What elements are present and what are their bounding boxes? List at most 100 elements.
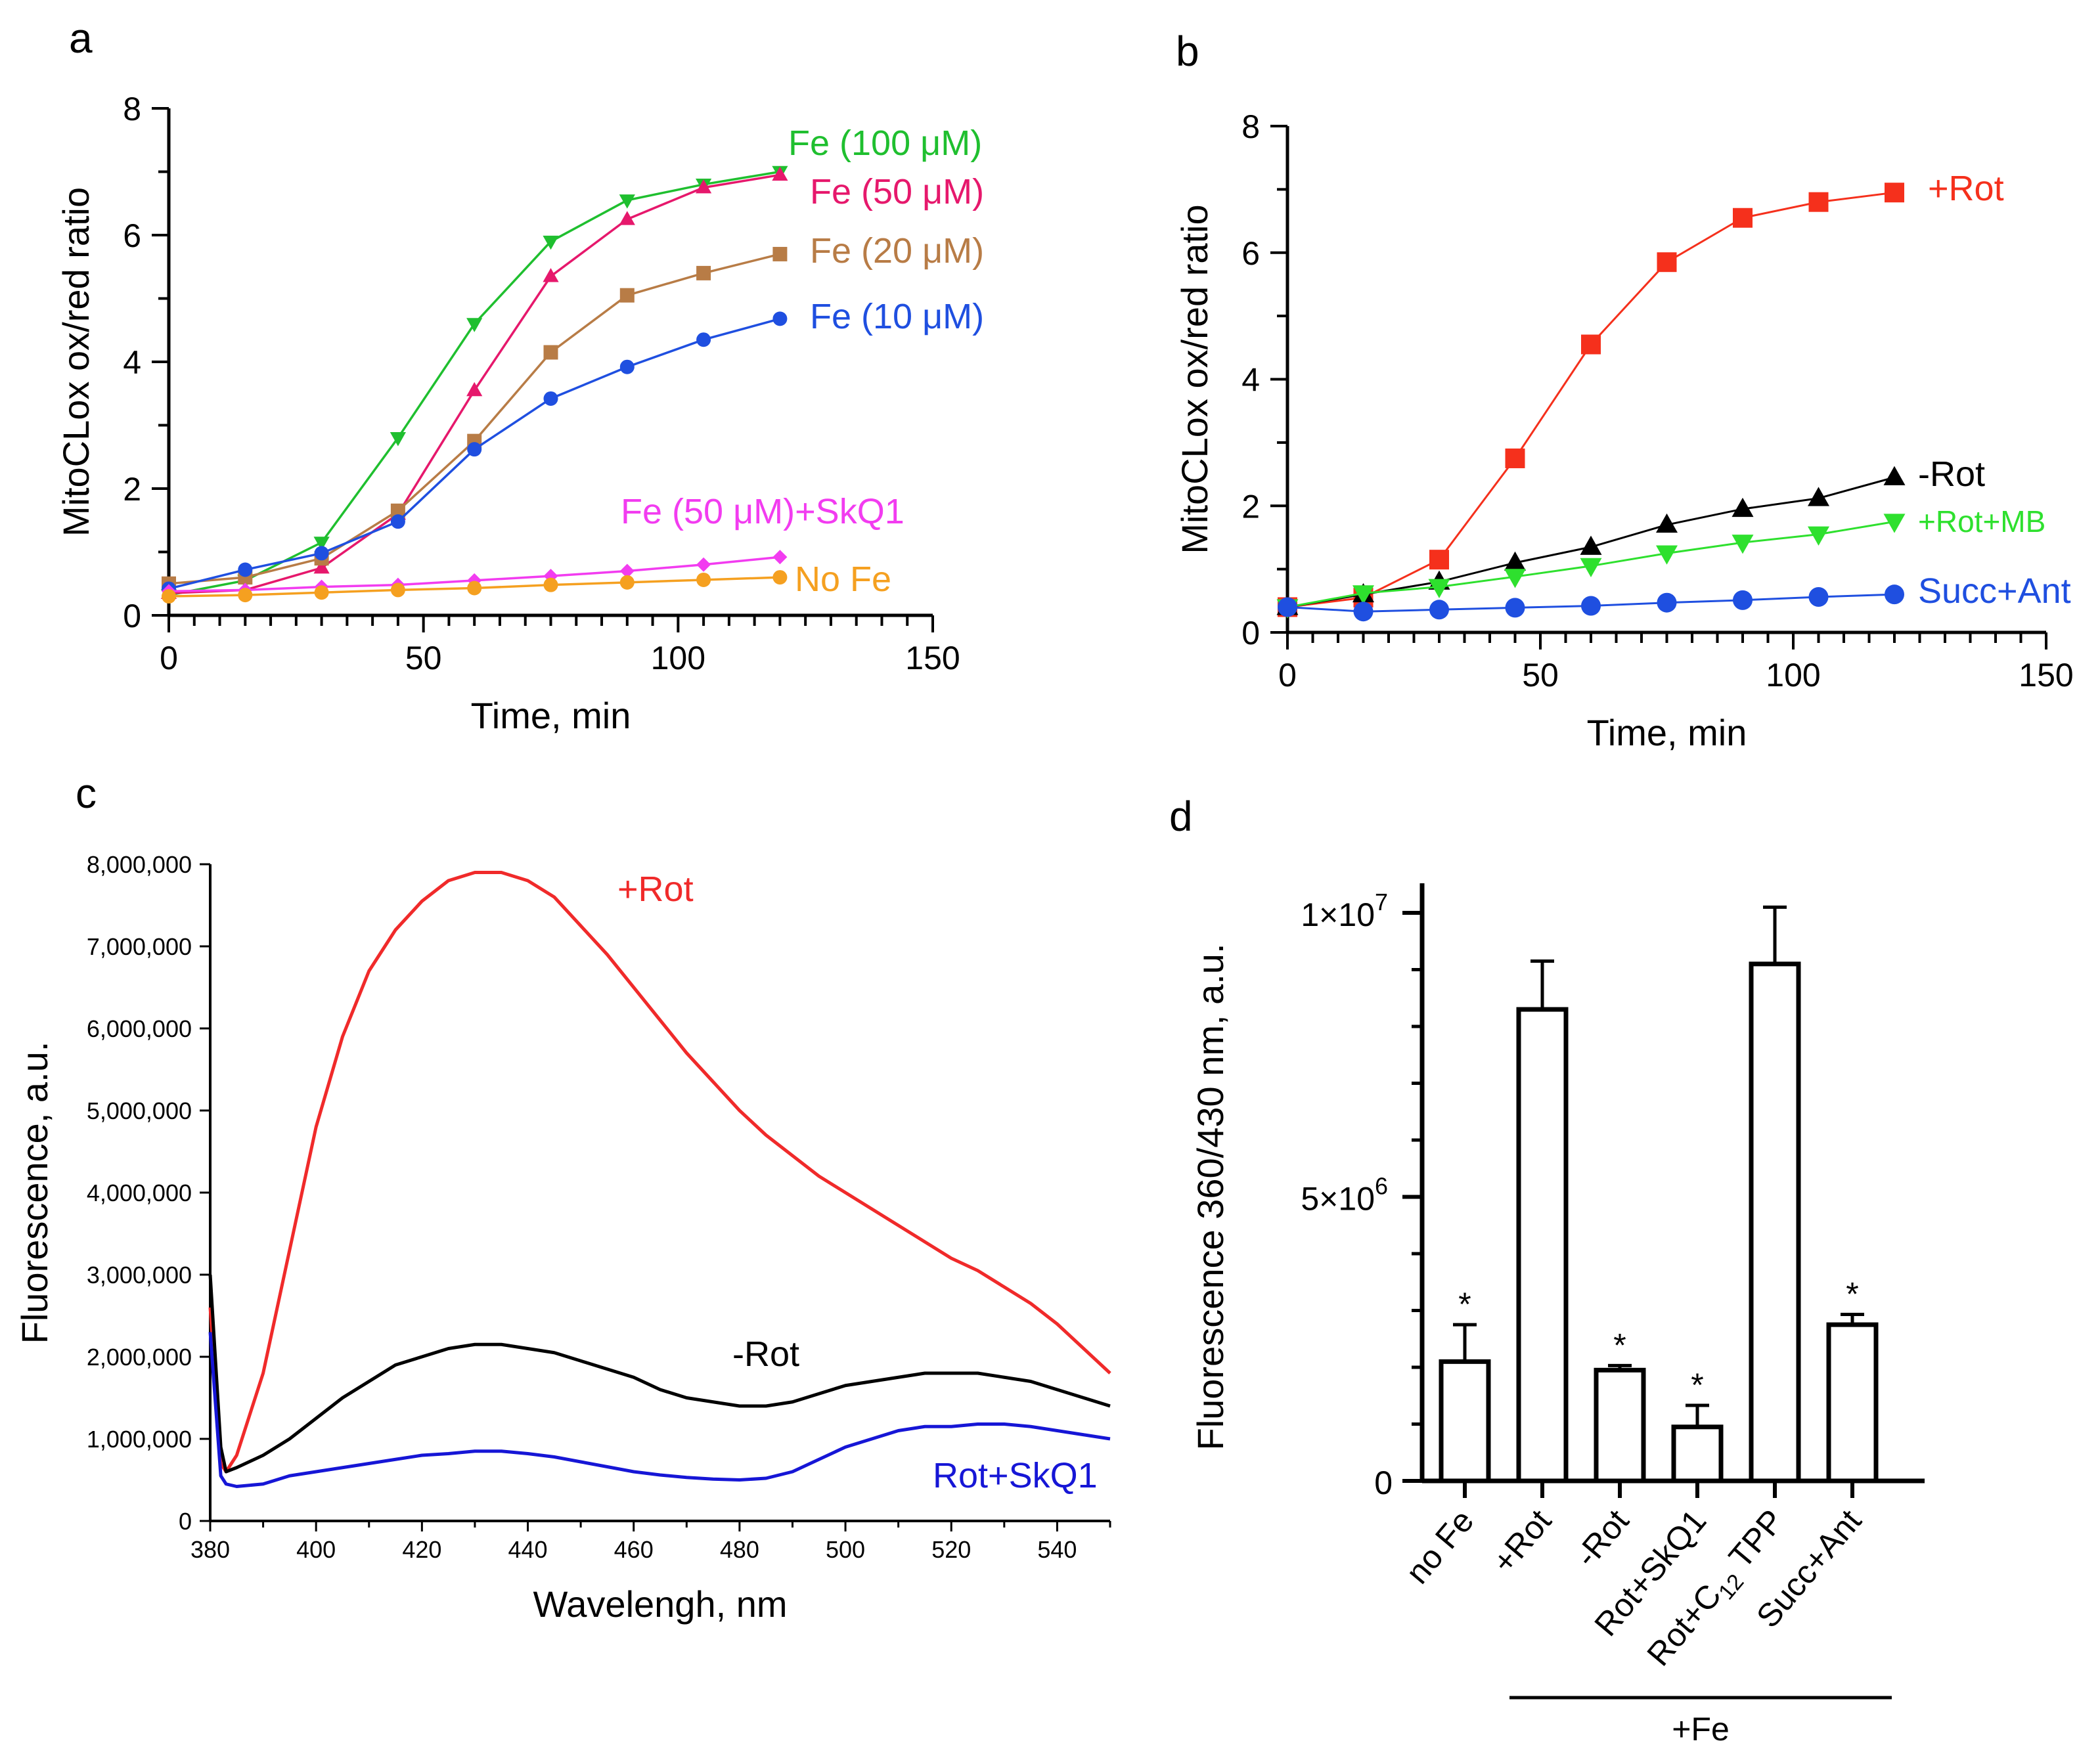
- data-point: [696, 557, 711, 572]
- data-point: [696, 265, 711, 280]
- series-label: +Rot+MB: [1918, 504, 2045, 539]
- data-point: [772, 246, 788, 261]
- y-tick-label: 4: [1241, 362, 1260, 399]
- data-point: [1808, 487, 1829, 506]
- data-point: [1429, 550, 1449, 570]
- data-point: [619, 211, 635, 225]
- data-point: [619, 359, 635, 374]
- y-tick-label: 6,000,000: [87, 1015, 192, 1042]
- series-label: -Rot: [732, 1334, 799, 1374]
- significance-star: *: [1846, 1276, 1858, 1313]
- x-tick-label: 50: [1522, 657, 1559, 693]
- group-label: +Fe: [1672, 1711, 1730, 1748]
- data-point: [619, 288, 635, 303]
- bar: [1671, 1424, 1724, 1484]
- data-point: [466, 382, 483, 397]
- y-axis-title: MitoCLox ox/red ratio: [55, 187, 97, 537]
- y-tick-label: 1×10: [1301, 896, 1375, 933]
- x-tick-label: 520: [931, 1536, 971, 1563]
- y-axis-title: Fluorescence 360/430 nm, a.u.: [1190, 943, 1231, 1450]
- series-label: No Fe: [795, 560, 891, 599]
- data-point: [1885, 183, 1904, 203]
- chart-a: 0 50 100 150 0 2 4 6 8 Time, min MitoCLox ox/red r…: [55, 91, 984, 736]
- data-point: [238, 562, 253, 577]
- chart-d: 0 5×10 6 1×10 7 Fluorescence 360/430 nm, a.u.…: [1190, 883, 1925, 1748]
- data-point: [543, 268, 559, 282]
- panel-letter-d: d: [1169, 793, 1193, 840]
- data-point: [772, 550, 788, 565]
- series-label: Rot+SkQ1: [933, 1456, 1098, 1495]
- data-point: [1429, 600, 1449, 620]
- series-line: [168, 253, 780, 585]
- series-label: Fe (50 μM): [810, 172, 984, 211]
- series-label: +Rot: [1928, 169, 2004, 208]
- panel-letter-c: c: [76, 770, 97, 817]
- y-axis-title: Fluorescence, a.u.: [14, 1042, 55, 1344]
- data-point: [1883, 466, 1906, 485]
- y-tick-label: 2: [1241, 488, 1260, 525]
- x-tick-label: 100: [1766, 657, 1820, 693]
- y-tick-label: 0: [179, 1508, 192, 1535]
- x-axis-title: Time, min: [1587, 712, 1747, 753]
- data-point: [1505, 598, 1525, 618]
- y-tick-label: 4,000,000: [87, 1179, 192, 1206]
- data-point: [772, 570, 788, 585]
- category-label: +Rot: [1485, 1503, 1559, 1580]
- spectrum-line: [208, 1332, 1111, 1488]
- y-tick-label: 0: [1374, 1464, 1393, 1501]
- data-point: [1580, 535, 1602, 555]
- data-point: [467, 442, 482, 457]
- data-point: [390, 514, 405, 529]
- data-point: [619, 563, 635, 579]
- data-point: [1505, 448, 1525, 468]
- spectrum-line: [208, 1274, 1111, 1474]
- x-tick-label: 150: [905, 640, 960, 676]
- x-tick-label: 540: [1037, 1536, 1077, 1563]
- data-point: [772, 166, 788, 181]
- significance-star: *: [1613, 1327, 1626, 1363]
- category-label: no Fe: [1398, 1503, 1481, 1591]
- data-point: [543, 391, 558, 406]
- data-point: [696, 179, 712, 194]
- x-axis-title: Wavelengh, nm: [533, 1583, 788, 1625]
- x-tick-label: 50: [405, 640, 442, 676]
- bar: [1516, 1007, 1569, 1484]
- category-label: -Rot: [1568, 1503, 1636, 1573]
- data-point: [1504, 551, 1526, 571]
- y-tick-exponent: 6: [1375, 1173, 1388, 1200]
- data-point: [543, 235, 559, 250]
- data-point: [543, 577, 558, 592]
- data-point: [314, 585, 329, 600]
- y-tick-label: 2,000,000: [87, 1344, 192, 1371]
- data-point: [1808, 526, 1829, 546]
- x-tick-label: 0: [1278, 657, 1297, 693]
- y-tick-label: 1,000,000: [87, 1426, 192, 1453]
- series-label: +Rot: [617, 869, 694, 909]
- data-point: [314, 546, 329, 561]
- data-point: [1581, 596, 1601, 616]
- data-point: [1657, 252, 1677, 273]
- data-point: [1731, 535, 1754, 554]
- data-point: [1657, 592, 1677, 613]
- x-axis-title: Time, min: [471, 695, 631, 736]
- data-point: [696, 572, 711, 587]
- data-point: [619, 194, 635, 209]
- data-point: [1352, 585, 1374, 605]
- y-tick-label: 4: [123, 344, 141, 381]
- series-label: Succ+Ant: [1918, 571, 2071, 611]
- data-point: [696, 332, 711, 347]
- y-tick-label: 0: [123, 598, 141, 634]
- data-point: [543, 345, 558, 360]
- x-tick-label: 380: [190, 1536, 230, 1563]
- y-tick-label: 6: [1241, 235, 1260, 272]
- series-label: Fe (100 μM): [788, 123, 982, 163]
- series-label: -Rot: [1918, 454, 1985, 494]
- data-point: [1808, 587, 1829, 607]
- data-point: [1733, 590, 1753, 610]
- chart-b: 0 50 100 150 0 2 4 6 8 Time, min MitoCLox ox/red r…: [1174, 108, 2074, 753]
- data-point: [772, 311, 788, 326]
- x-tick-label: 440: [508, 1536, 547, 1563]
- x-tick-label: 460: [614, 1536, 654, 1563]
- data-point: [1656, 513, 1678, 533]
- data-point: [1504, 569, 1526, 588]
